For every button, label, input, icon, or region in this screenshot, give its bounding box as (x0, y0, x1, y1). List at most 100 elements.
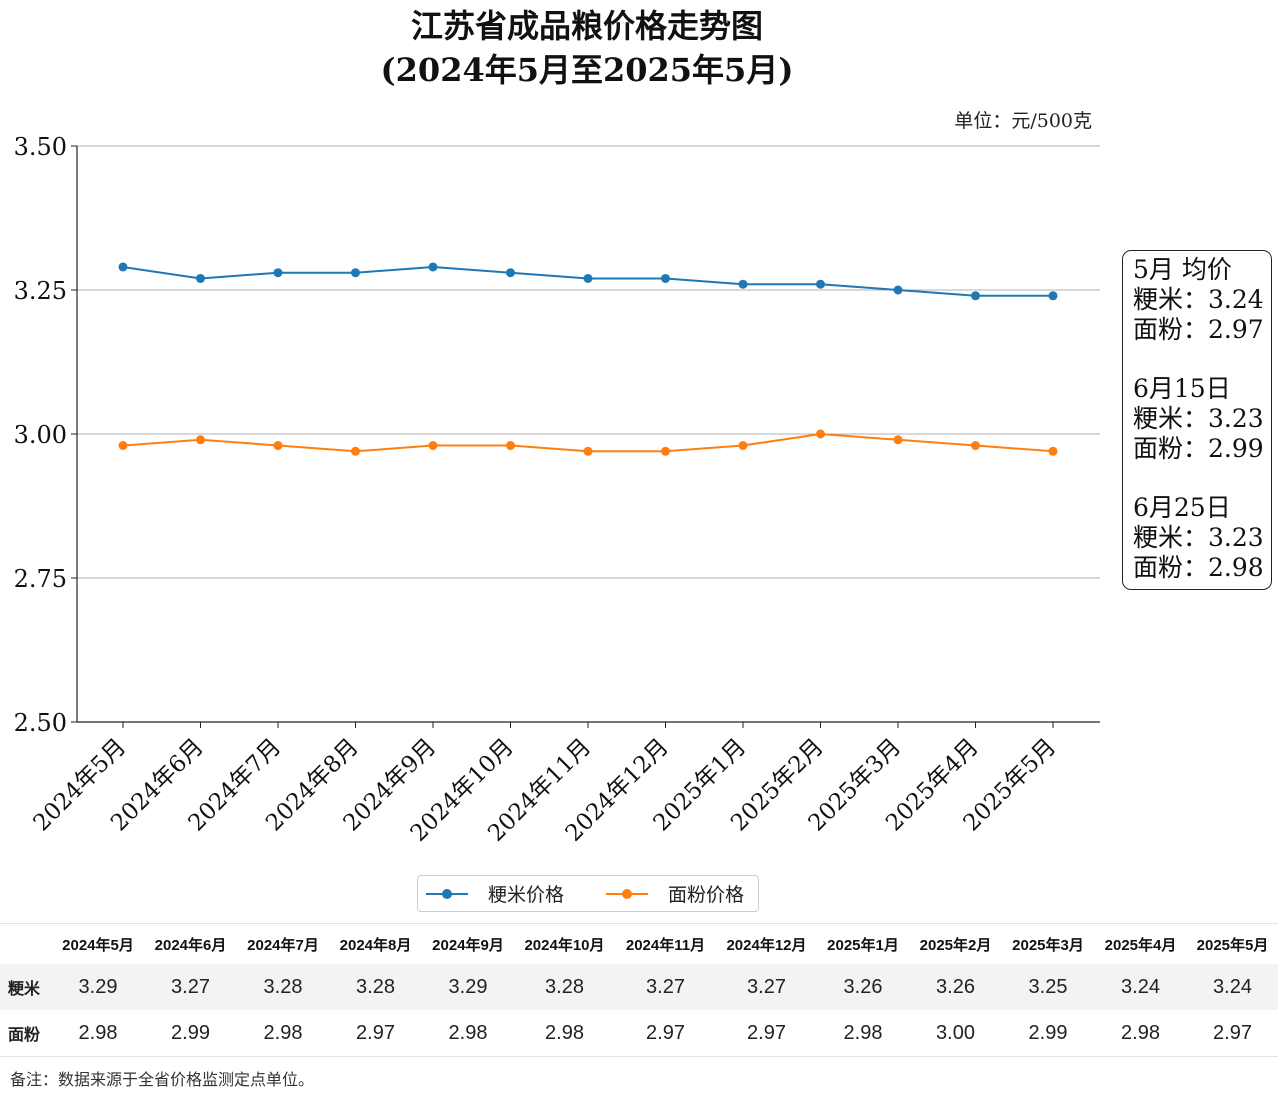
legend-label-rice: 粳米价格 (488, 884, 565, 906)
legend-swatch-rice (426, 888, 468, 900)
data-point (893, 435, 903, 445)
table-cell: 3.25 (1028, 975, 1068, 998)
table-cell: 2.98 (843, 1021, 883, 1044)
data-point (351, 446, 360, 456)
avg-flour: 面粉：2.97 (1133, 315, 1264, 344)
data-point (506, 441, 515, 451)
avg-rice: 粳米：3.24 (1133, 285, 1264, 314)
data-point (971, 291, 980, 301)
table-row-flour: 面粉 2.98 2.99 2.98 2.97 2.98 2.98 2.97 2.… (0, 1010, 1278, 1057)
avg-flour: 面粉：2.98 (1133, 553, 1264, 582)
data-point (738, 441, 748, 451)
table-cell: 2.98 (263, 1021, 303, 1044)
line-chart: 2.502.753.003.253.502024年5月2024年6月2024年7… (14, 133, 1100, 847)
legend-item-flour: 面粉价格 (606, 880, 744, 907)
data-point (1048, 446, 1058, 456)
data-point (893, 285, 903, 295)
table-cell: 3.27 (646, 975, 685, 998)
table-cell: 2.98 (1121, 1021, 1160, 1044)
table-row-label: 面粉 (8, 1027, 41, 1044)
chart-title-main: 江苏省成品粮价格走势图 (410, 7, 763, 45)
avg-rice: 粳米：3.23 (1133, 404, 1264, 433)
table-cell: 3.24 (1121, 975, 1160, 998)
table-cell: 3.29 (448, 975, 488, 998)
data-point (583, 446, 593, 456)
table-cell: 2.99 (1028, 1021, 1068, 1044)
data-point (583, 273, 593, 283)
table-cell: 2.97 (747, 1021, 786, 1044)
chart-legend: 粳米价格 面粉价格 (417, 875, 759, 912)
data-point (118, 262, 128, 272)
data-point (816, 429, 825, 439)
table-header: 2025年3月 (1012, 936, 1084, 954)
table-header: 2024年10月 (524, 936, 605, 954)
data-point (351, 268, 360, 278)
data-point (118, 441, 128, 451)
table-cell: 2.99 (171, 1021, 210, 1044)
unit-note: 单位：元/500克 (954, 110, 1092, 132)
y-tick-label: 3.25 (14, 277, 67, 305)
table-row-rice: 粳米 3.29 3.27 3.28 3.28 3.29 3.28 3.27 3.… (0, 964, 1278, 1010)
data-point (1048, 291, 1058, 301)
avg-group-jun25: 6月25日 粳米：3.23 面粉：2.98 (1133, 493, 1271, 583)
avg-rice: 粳米：3.23 (1133, 523, 1264, 552)
table-cell: 3.26 (843, 975, 883, 998)
chart-title: 江苏省成品粮价格走势图 (2024年5月至2025年5月) (0, 4, 1174, 92)
legend-swatch-flour (606, 888, 649, 900)
table-cell: 2.98 (545, 1021, 584, 1044)
data-point (196, 435, 205, 445)
table-cell: 3.24 (1213, 975, 1252, 998)
table-header: 2024年7月 (247, 936, 319, 954)
table-header: 2024年8月 (339, 936, 412, 954)
data-point (738, 279, 748, 289)
avg-flour: 面粉：2.99 (1133, 434, 1264, 463)
table-header: 2024年6月 (154, 936, 227, 954)
table-corner (0, 924, 52, 965)
y-tick-label: 2.75 (14, 565, 67, 593)
legend-item-rice: 粳米价格 (426, 880, 564, 907)
footnote: 备注：数据来源于全省价格监测定点单位。 (10, 1070, 315, 1089)
chart-subtitle: (2024年5月至2025年5月) (380, 51, 794, 89)
avg-group-title: 5月 均价 (1133, 255, 1232, 284)
data-point (273, 268, 283, 278)
data-point (428, 441, 438, 451)
table-cell: 3.28 (263, 975, 303, 998)
table-header-row: 2024年5月 2024年6月 2024年7月 2024年8月 2024年9月 … (0, 923, 1278, 965)
data-point (661, 273, 670, 283)
data-point (273, 441, 283, 451)
table-header: 2025年2月 (919, 936, 992, 954)
average-price-box: 5月 均价 粳米：3.24 面粉：2.97 6月15日 粳米：3.23 面粉：2… (1122, 250, 1272, 590)
table-row-label: 粳米 (8, 981, 41, 998)
table-header: 2024年9月 (432, 936, 504, 954)
table-cell: 3.00 (936, 1021, 975, 1044)
avg-group-jun15: 6月15日 粳米：3.23 面粉：2.99 (1133, 374, 1271, 464)
data-point (971, 441, 980, 451)
data-point (816, 279, 825, 289)
data-point (196, 273, 205, 283)
avg-group-title: 6月25日 (1133, 493, 1231, 522)
table-cell: 3.29 (78, 975, 118, 998)
y-tick-label: 2.50 (14, 709, 67, 737)
table-header: 2024年5月 (62, 936, 134, 954)
legend-label-flour: 面粉价格 (668, 884, 745, 906)
table-header: 2025年1月 (827, 936, 899, 954)
table-header: 2025年5月 (1196, 936, 1269, 954)
table-header: 2024年12月 (726, 936, 807, 954)
y-tick-label: 3.00 (14, 421, 67, 449)
table-header: 2024年11月 (625, 936, 706, 954)
data-point (661, 446, 670, 456)
table-cell: 3.27 (747, 975, 786, 998)
table-cell: 2.98 (448, 1021, 488, 1044)
table-cell: 3.26 (936, 975, 975, 998)
data-point (506, 268, 515, 278)
table-cell: 2.97 (646, 1021, 685, 1044)
table-header: 2025年4月 (1104, 936, 1177, 954)
table-cell: 3.28 (356, 975, 395, 998)
table-cell: 3.27 (171, 975, 210, 998)
price-table: 2024年5月 2024年6月 2024年7月 2024年8月 2024年9月 … (0, 923, 1278, 1057)
y-tick-label: 3.50 (14, 133, 67, 161)
table-cell: 2.98 (78, 1021, 118, 1044)
avg-group-title: 6月15日 (1133, 374, 1231, 403)
table-cell: 2.97 (356, 1021, 395, 1044)
avg-group-may: 5月 均价 粳米：3.24 面粉：2.97 (1133, 255, 1271, 345)
